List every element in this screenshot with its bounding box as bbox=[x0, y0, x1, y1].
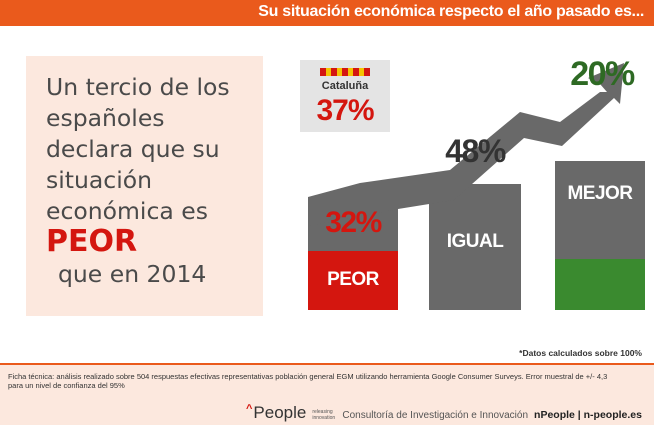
headline-line: españoles bbox=[46, 104, 165, 132]
methodology-note: Ficha técnica: análisis realizado sobre … bbox=[8, 372, 608, 390]
flag-stripe bbox=[331, 68, 337, 76]
brand-website: nPeople | n-people.es bbox=[534, 409, 642, 421]
chart-area: PEOR IGUAL MEJOR 32% 48% 20% bbox=[308, 55, 645, 310]
brand-logo: ^ People bbox=[246, 403, 306, 423]
value-label: 48% bbox=[445, 133, 506, 169]
brand-row: ^ People releasing innovation Consultorí… bbox=[246, 403, 642, 423]
bar-mejor bbox=[555, 259, 645, 310]
column-body bbox=[429, 184, 521, 310]
value-label: 20% bbox=[570, 55, 635, 93]
catalan-flag-icon bbox=[320, 68, 370, 76]
value-label: 32% bbox=[325, 206, 381, 239]
headline-emphasis: PEOR bbox=[46, 224, 138, 259]
footer bbox=[0, 363, 654, 425]
trend-arrow bbox=[308, 63, 624, 226]
regional-value: 37% bbox=[316, 94, 374, 127]
regional-box: Cataluña 37% bbox=[300, 60, 390, 132]
headline-line: Un tercio de los bbox=[46, 73, 230, 101]
flag-stripe bbox=[342, 68, 348, 76]
chart-note: *Datos calculados sobre 100% bbox=[519, 348, 642, 358]
category-label: MEJOR bbox=[567, 183, 633, 204]
regional-label: Cataluña bbox=[321, 80, 369, 92]
footer-divider bbox=[0, 363, 654, 365]
headline-box: Un tercio de los españoles declara que s… bbox=[26, 56, 263, 316]
category-label: IGUAL bbox=[447, 231, 505, 252]
brand-name: People bbox=[253, 403, 307, 422]
headline-tail: que en 2014 bbox=[58, 260, 207, 288]
caret-icon: ^ bbox=[245, 403, 253, 415]
flag-stripe bbox=[364, 68, 370, 76]
header-banner: Su situación económica respecto el año p… bbox=[0, 0, 654, 26]
brand-tagline: releasing innovation bbox=[312, 409, 336, 421]
flag-stripe bbox=[320, 68, 326, 76]
headline-line: situación bbox=[46, 166, 153, 194]
category-label: PEOR bbox=[327, 269, 380, 290]
headline-text: Un tercio de los españoles declara que s… bbox=[46, 72, 261, 290]
bar-peor bbox=[308, 251, 398, 310]
headline-line: económica es bbox=[46, 197, 208, 225]
flag-stripe bbox=[353, 68, 359, 76]
page-title: Su situación económica respecto el año p… bbox=[258, 3, 644, 20]
brand-description: Consultoría de Investigación e Innovació… bbox=[342, 410, 529, 421]
headline-line: declara que su bbox=[46, 135, 220, 163]
